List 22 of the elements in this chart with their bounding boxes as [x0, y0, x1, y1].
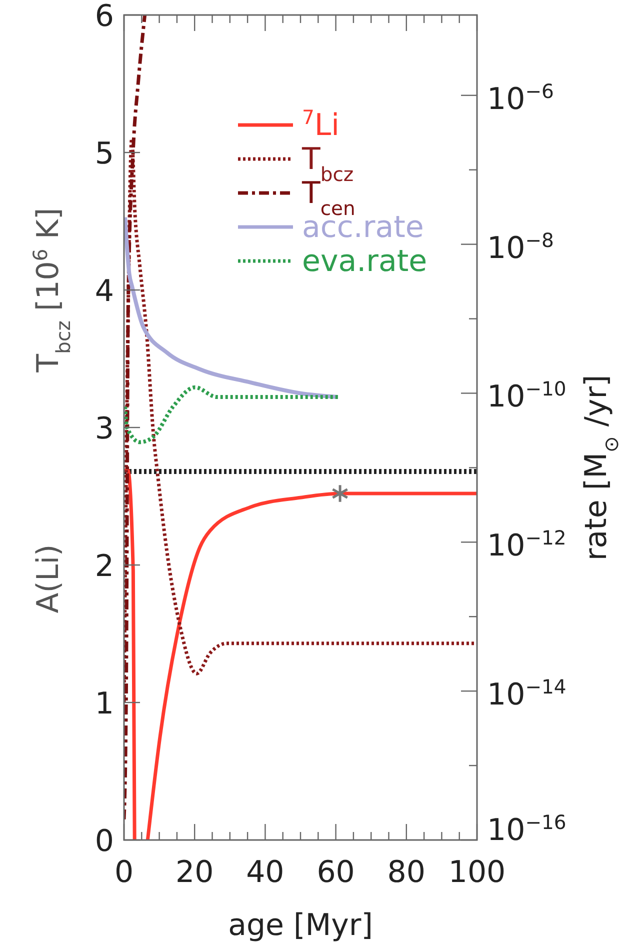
- y-tick-label: 6: [94, 0, 114, 34]
- legend-label: eva.rate: [302, 244, 428, 279]
- text: A(Li): [31, 544, 66, 614]
- y2-tick-label: 10$^{−10}$: [487, 377, 566, 415]
- y-tick-label: 1: [94, 686, 114, 722]
- y-tick-label: 5: [94, 136, 114, 172]
- y2-tick-label: 10$^{−6}$: [487, 79, 554, 117]
- legend-label: $^{7}$Li: [302, 106, 340, 143]
- x-tick-label: 60: [316, 855, 355, 890]
- x-tick-label: 100: [448, 855, 506, 890]
- x-axis-title: age [Myr]: [228, 908, 373, 943]
- x-tick-label: 80: [387, 855, 426, 890]
- y2-tick-label: 10$^{−14}$: [487, 675, 566, 713]
- y-tick-label: 4: [94, 274, 114, 309]
- x-tick-label: 40: [246, 855, 284, 890]
- y2-tick-label: 10$^{−12}$: [487, 526, 566, 564]
- y-tick-label: 0: [94, 824, 114, 859]
- y2-tick-label: 10$^{−8}$: [487, 228, 554, 266]
- x-tick-label: 20: [176, 855, 214, 890]
- y-tick-label: 2: [94, 548, 114, 584]
- y2-tick-label: 10$^{−16}$: [487, 810, 566, 848]
- y-tick-label: 3: [94, 411, 114, 446]
